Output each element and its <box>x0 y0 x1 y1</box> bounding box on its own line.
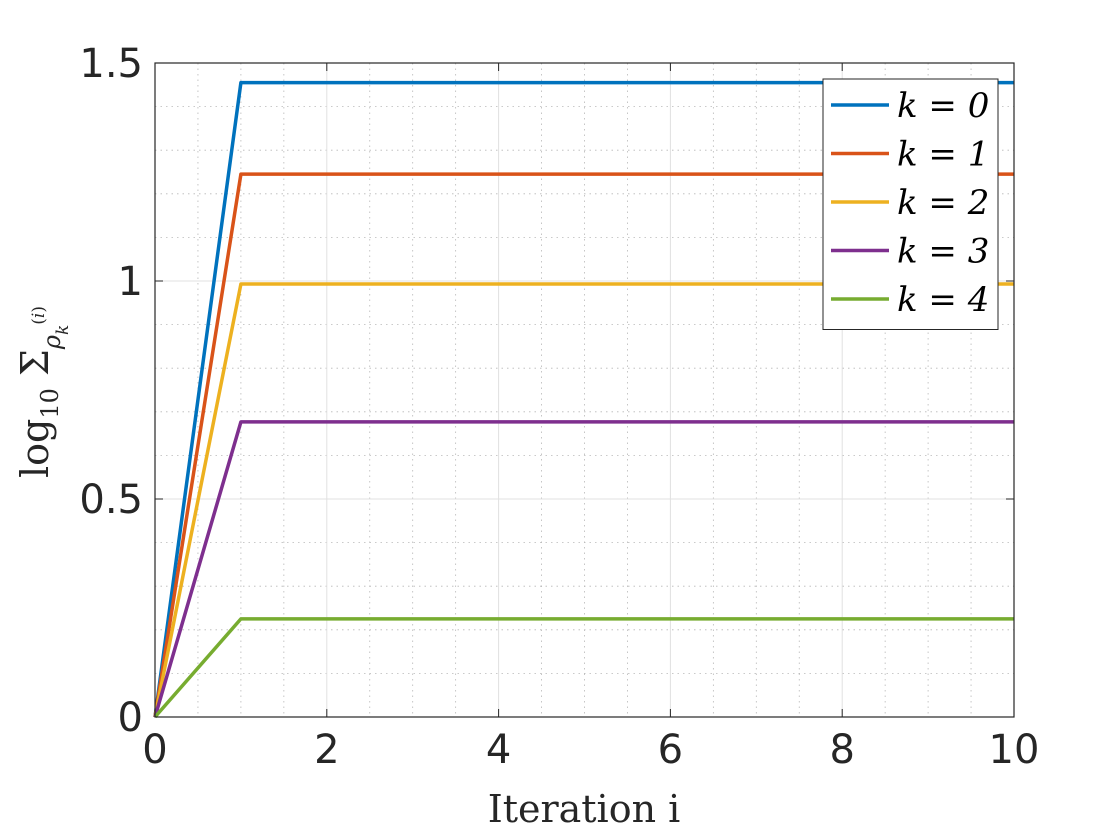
x-tick-label: 10 <box>989 727 1040 773</box>
ticks <box>154 62 1015 718</box>
svg-text:log10 Σρk(i): log10 Σρk(i) <box>13 306 73 478</box>
x-tick-label: 8 <box>829 727 854 773</box>
legend-label-k4: k = 4 <box>897 280 989 320</box>
series-line-k4 <box>153 617 1014 719</box>
x-tick-label: 6 <box>658 727 683 773</box>
legend: k = 0 k = 1 k = 2 k = 3 k = 4 <box>822 78 999 330</box>
series-line-k3 <box>153 420 1014 718</box>
legend-label-k1: k = 1 <box>897 135 989 175</box>
plot-frame <box>154 62 1015 718</box>
x-tick-label: 2 <box>314 727 339 773</box>
tick-labels: 0 2 4 6 8 10 0 0.5 1 1.5 <box>79 41 1039 773</box>
legend-label-k0: k = 0 <box>897 86 989 126</box>
legend-box <box>822 78 999 330</box>
legend-label-k2: k = 2 <box>897 183 989 223</box>
y-tick-label: 1 <box>118 259 143 305</box>
x-tick-label: 4 <box>486 727 511 773</box>
y-tick-label: 0.5 <box>79 477 143 523</box>
legend-label-k3: k = 3 <box>897 232 989 272</box>
y-tick-label: 0 <box>118 695 143 741</box>
x-axis-label: Iteration i <box>488 787 681 831</box>
x-tick-label: 0 <box>142 727 167 773</box>
y-tick-label: 1.5 <box>79 41 143 87</box>
y-axis-label: log10 Σρk(i) <box>13 306 73 478</box>
